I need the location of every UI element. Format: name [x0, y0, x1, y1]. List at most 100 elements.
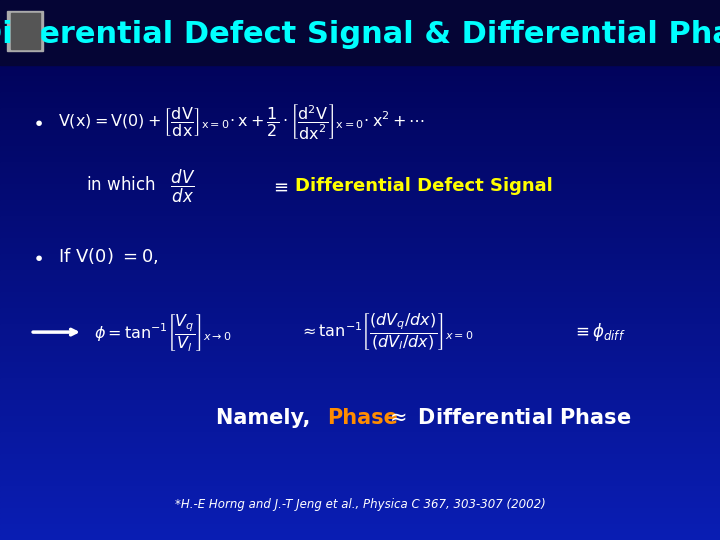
- Bar: [0, 394, 720, 400]
- Bar: [0, 27, 720, 32]
- Bar: [0, 508, 720, 513]
- Bar: [0, 97, 720, 103]
- Bar: [0, 130, 720, 135]
- Bar: [0, 497, 720, 502]
- Bar: [0, 270, 720, 275]
- Bar: [0, 113, 720, 119]
- Text: $\approx \tan^{-1}\!\left[\dfrac{(dV_q/dx)}{(dV_l/dx)}\right]_{x=0}$: $\approx \tan^{-1}\!\left[\dfrac{(dV_q/d…: [299, 312, 474, 353]
- Bar: [0, 200, 720, 205]
- Text: $\bullet$: $\bullet$: [32, 112, 43, 131]
- Bar: [0, 178, 720, 184]
- Bar: [0, 443, 720, 448]
- Bar: [0, 524, 720, 529]
- Bar: [0, 481, 720, 486]
- Bar: [0, 259, 720, 265]
- Text: $\mathrm{If\ V(0)\ =0,}$: $\mathrm{If\ V(0)\ =0,}$: [58, 246, 158, 267]
- Bar: [0, 59, 720, 65]
- Bar: [0, 513, 720, 518]
- Bar: [0, 205, 720, 211]
- Bar: [0, 43, 720, 49]
- Bar: [0, 0, 720, 5]
- Bar: [0, 81, 720, 86]
- Bar: [0, 211, 720, 216]
- Bar: [0, 437, 720, 443]
- Bar: [0, 275, 720, 281]
- Bar: [0, 346, 720, 351]
- Bar: [0, 238, 720, 243]
- Bar: [11, 14, 40, 49]
- Bar: [0, 324, 720, 329]
- Bar: [0, 11, 720, 16]
- Text: Differential Defect Signal & Differential Phase: Differential Defect Signal & Differentia…: [0, 19, 720, 49]
- Bar: [0, 157, 720, 162]
- Bar: [0, 76, 720, 81]
- Bar: [0, 421, 720, 427]
- Bar: [0, 248, 720, 254]
- Text: Namely,: Namely,: [216, 408, 318, 429]
- Bar: [0, 227, 720, 232]
- Bar: [0, 286, 720, 292]
- Text: *H.-E Horng and J.-T Jeng et al., Physica C 367, 303-307 (2002): *H.-E Horng and J.-T Jeng et al., Physic…: [175, 498, 545, 511]
- Bar: [0, 427, 720, 432]
- Bar: [0, 65, 720, 70]
- Bar: [0, 221, 720, 227]
- Bar: [0, 140, 720, 146]
- Bar: [0, 378, 720, 383]
- Bar: [0, 108, 720, 113]
- Bar: [0, 416, 720, 421]
- Bar: [0, 405, 720, 410]
- Bar: [0, 86, 720, 92]
- Bar: [0, 162, 720, 167]
- Text: $\bullet$: $\bullet$: [32, 247, 43, 266]
- Bar: [0, 216, 720, 221]
- Bar: [0, 151, 720, 157]
- Text: $\phi = \tan^{-1}\!\left[\dfrac{V_q}{V_l}\right]_{x \to 0}$: $\phi = \tan^{-1}\!\left[\dfrac{V_q}{V_l…: [94, 312, 231, 353]
- Bar: [0, 103, 720, 108]
- Bar: [0, 313, 720, 319]
- Bar: [0, 351, 720, 356]
- Bar: [0, 49, 720, 54]
- Bar: [0, 0, 720, 65]
- Bar: [0, 367, 720, 373]
- Bar: [0, 38, 720, 43]
- Bar: [0, 529, 720, 535]
- Bar: [0, 470, 720, 475]
- Bar: [0, 16, 720, 22]
- Bar: [0, 383, 720, 389]
- Bar: [7, 11, 43, 51]
- Text: $\approx$ Differential Phase: $\approx$ Differential Phase: [385, 408, 631, 429]
- Bar: [0, 389, 720, 394]
- Text: $\equiv \phi_{diff}$: $\equiv \phi_{diff}$: [572, 321, 626, 343]
- Bar: [0, 535, 720, 540]
- Bar: [0, 454, 720, 459]
- Bar: [0, 475, 720, 481]
- Text: in which   $\dfrac{dV}{dx}$: in which $\dfrac{dV}{dx}$: [86, 168, 196, 205]
- Text: Differential Defect Signal: Differential Defect Signal: [295, 177, 553, 195]
- Bar: [0, 92, 720, 97]
- Bar: [0, 243, 720, 248]
- Bar: [0, 70, 720, 76]
- Bar: [0, 319, 720, 324]
- Text: $\mathrm{V(x) = V(0) + \left[\dfrac{dV}{dx}\right]_{x=0} \!\cdot x + \dfrac{1}{2: $\mathrm{V(x) = V(0) + \left[\dfrac{dV}{…: [58, 102, 425, 141]
- Bar: [0, 373, 720, 378]
- Bar: [0, 297, 720, 302]
- Bar: [0, 432, 720, 437]
- Bar: [0, 232, 720, 238]
- Bar: [0, 486, 720, 491]
- Bar: [0, 184, 720, 189]
- Bar: [0, 308, 720, 313]
- Bar: [0, 292, 720, 297]
- Bar: [0, 281, 720, 286]
- Bar: [0, 356, 720, 362]
- Bar: [0, 124, 720, 130]
- Bar: [0, 400, 720, 405]
- Bar: [0, 518, 720, 524]
- Bar: [0, 173, 720, 178]
- Text: $\equiv$: $\equiv$: [270, 177, 289, 195]
- Bar: [0, 265, 720, 270]
- Bar: [0, 5, 720, 11]
- Bar: [0, 464, 720, 470]
- Bar: [0, 491, 720, 497]
- Bar: [0, 340, 720, 346]
- Bar: [0, 54, 720, 59]
